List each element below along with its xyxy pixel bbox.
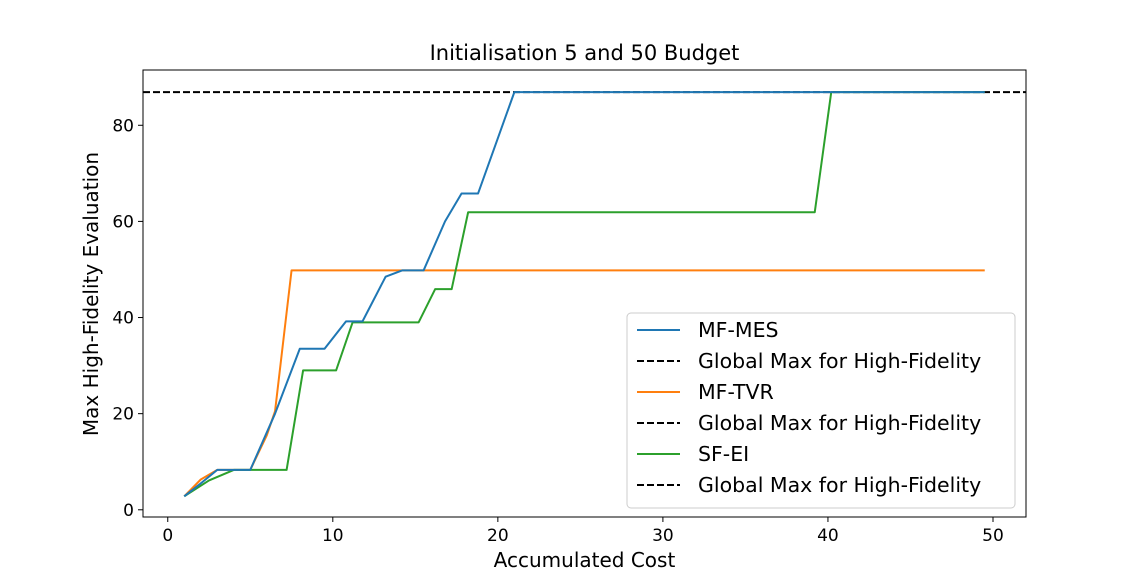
y-tick-label: 80 xyxy=(112,116,134,136)
y-tick-label: 0 xyxy=(123,501,134,521)
x-tick-label: 20 xyxy=(487,526,509,546)
series-line-mf-mes xyxy=(183,91,985,498)
x-axis-title: Accumulated Cost xyxy=(494,548,676,572)
y-tick-label: 20 xyxy=(112,405,134,425)
legend-label: Global Max for High-Fidelity xyxy=(698,349,981,373)
y-tick-label: 40 xyxy=(112,309,134,329)
y-axis-title: Max High-Fidelity Evaluation xyxy=(79,152,103,436)
legend: MF-MES Global Max for High-Fidelity MF-TVR… xyxy=(626,312,1016,509)
legend-label: MF-TVR xyxy=(698,380,774,404)
legend-label: Global Max for High-Fidelity xyxy=(698,473,981,497)
y-tick-label: 60 xyxy=(112,212,134,232)
legend-label: MF-MES xyxy=(698,318,779,342)
x-axis: 0 10 20 30 40 50 xyxy=(162,517,1004,546)
x-tick-label: 0 xyxy=(162,526,173,546)
y-axis: 0 20 40 60 80 xyxy=(112,116,143,521)
plot-frame xyxy=(142,69,1027,518)
legend-box xyxy=(626,312,1016,509)
legend-label: Global Max for High-Fidelity xyxy=(698,411,981,435)
plot-area xyxy=(143,91,1026,498)
chart-title: Initialisation 5 and 50 Budget xyxy=(430,41,740,65)
x-tick-label: 50 xyxy=(982,526,1004,546)
x-tick-label: 10 xyxy=(322,526,344,546)
x-tick-label: 30 xyxy=(652,526,674,546)
legend-label: SF-EI xyxy=(698,442,749,466)
x-tick-label: 40 xyxy=(817,526,839,546)
